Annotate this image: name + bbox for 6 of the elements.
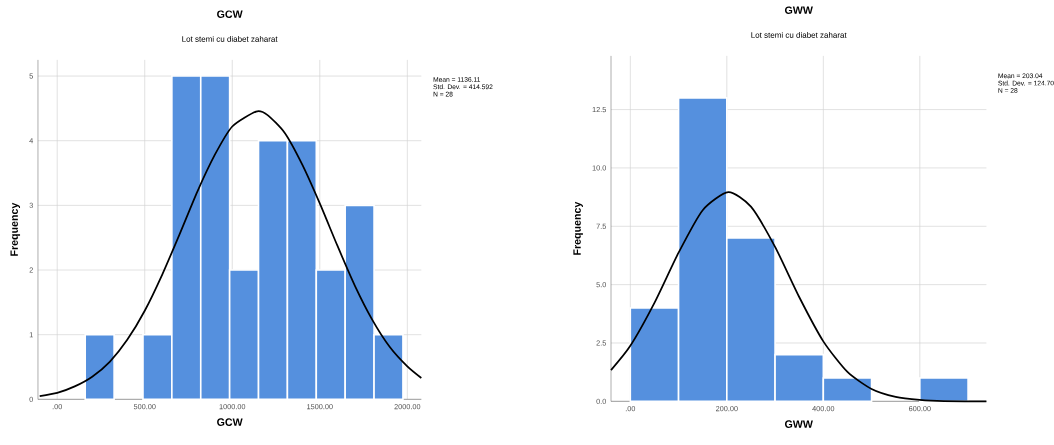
x-axis-title: GCW xyxy=(217,418,243,426)
x-axis-title: GWW xyxy=(784,420,813,428)
chart-title: GCW xyxy=(217,10,243,18)
y-axis-title: Frequency xyxy=(10,202,21,256)
y-axis-title: Frequency xyxy=(573,201,583,255)
chart-title: GWW xyxy=(784,6,813,14)
